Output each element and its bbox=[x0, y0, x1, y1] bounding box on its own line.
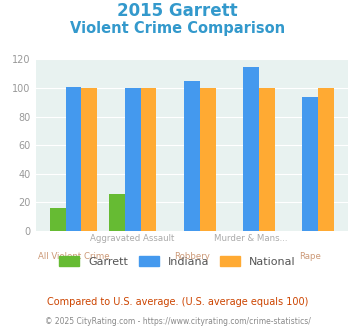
Text: Aggravated Assault: Aggravated Assault bbox=[91, 234, 175, 243]
Bar bbox=[81, 88, 97, 231]
Text: All Violent Crime: All Violent Crime bbox=[38, 252, 109, 261]
Bar bbox=[318, 88, 334, 231]
Bar bbox=[50, 208, 66, 231]
Bar bbox=[66, 86, 81, 231]
Bar bbox=[141, 88, 157, 231]
Text: Robbery: Robbery bbox=[174, 252, 210, 261]
Text: Violent Crime Comparison: Violent Crime Comparison bbox=[70, 21, 285, 36]
Text: Compared to U.S. average. (U.S. average equals 100): Compared to U.S. average. (U.S. average … bbox=[47, 297, 308, 307]
Text: Murder & Mans...: Murder & Mans... bbox=[214, 234, 288, 243]
Bar bbox=[184, 81, 200, 231]
Bar bbox=[259, 88, 275, 231]
Bar bbox=[109, 194, 125, 231]
Bar bbox=[125, 88, 141, 231]
Bar bbox=[243, 67, 259, 231]
Text: Rape: Rape bbox=[299, 252, 321, 261]
Text: 2015 Garrett: 2015 Garrett bbox=[117, 2, 238, 20]
Text: © 2025 CityRating.com - https://www.cityrating.com/crime-statistics/: © 2025 CityRating.com - https://www.city… bbox=[45, 317, 310, 326]
Legend: Garrett, Indiana, National: Garrett, Indiana, National bbox=[59, 256, 296, 267]
Bar bbox=[200, 88, 215, 231]
Bar bbox=[302, 97, 318, 231]
